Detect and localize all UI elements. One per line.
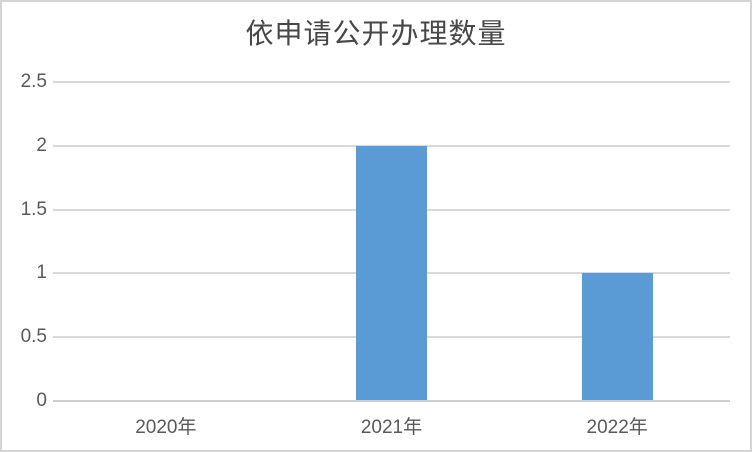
x-axis-tick-label: 2021年 (360, 417, 423, 438)
x-axis-tick-label: 2022年 (586, 417, 648, 438)
y-axis-tick-label: 0.5 (20, 326, 47, 348)
gridline (53, 81, 730, 83)
y-axis-tick-label: 2 (36, 134, 47, 156)
chart-title: 依申请公开办理数量 (245, 17, 507, 50)
bar-2022年 (581, 273, 653, 401)
bar-2021年 (356, 145, 427, 401)
y-axis-tick-label: 0 (36, 390, 47, 411)
y-axis-tick-label: 1.5 (20, 198, 47, 220)
y-axis-tick-label: 1 (36, 262, 47, 284)
x-axis-tick-label: 2020年 (135, 417, 197, 438)
y-axis-tick-label: 2.5 (20, 71, 47, 92)
